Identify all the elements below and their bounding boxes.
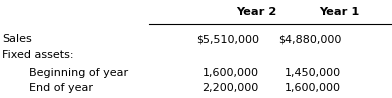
Text: 2,200,000: 2,200,000 xyxy=(203,83,259,93)
Text: Year 1: Year 1 xyxy=(319,7,359,17)
Text: Fixed assets:: Fixed assets: xyxy=(2,50,73,60)
Text: Beginning of year: Beginning of year xyxy=(29,68,129,78)
Text: $5,510,000: $5,510,000 xyxy=(196,34,259,44)
Text: Sales: Sales xyxy=(2,34,32,44)
Text: Year 2: Year 2 xyxy=(237,7,277,17)
Text: 1,450,000: 1,450,000 xyxy=(285,68,341,78)
Text: End of year: End of year xyxy=(29,83,93,93)
Text: 1,600,000: 1,600,000 xyxy=(285,83,341,93)
Text: 1,600,000: 1,600,000 xyxy=(203,68,259,78)
Text: $4,880,000: $4,880,000 xyxy=(278,34,341,44)
